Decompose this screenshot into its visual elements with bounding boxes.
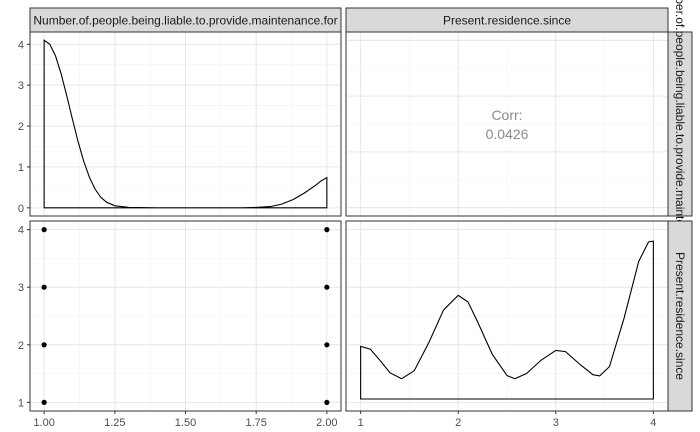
scatter-ytick-label-2: 3 <box>18 282 24 294</box>
strip-right-1: Number.of.people.being.liable.to.provide… <box>673 0 687 276</box>
scatter-point-7 <box>324 227 330 233</box>
scatter-ytick-label-1: 2 <box>18 340 24 352</box>
scatter-ytick-label-3: 4 <box>18 225 24 237</box>
density-2-xtick-label-2: 3 <box>553 417 559 429</box>
density-1-ytick-label-1: 1 <box>18 162 24 174</box>
panel-scatter: 1 2 3 4 1.00 1.25 1.50 1.75 2.00 <box>18 220 342 429</box>
strips-layer: Number.of.people.being.liable.to.provide… <box>29 0 693 412</box>
scatter-xtick-label-3: 1.75 <box>245 417 266 429</box>
scatter-point-5 <box>324 342 330 348</box>
panel-corr: Corr: 0.0426 <box>345 31 669 217</box>
strip-right-2-bg <box>667 220 693 412</box>
density-2-xtick-label-1: 2 <box>455 417 461 429</box>
density-1-ytick-label-2: 2 <box>18 121 24 133</box>
scatter-xtick-label-2: 1.50 <box>175 417 196 429</box>
scatter-point-2 <box>41 284 47 290</box>
corr-value: 0.0426 <box>486 126 529 142</box>
density-2-xtick-label-0: 1 <box>358 417 364 429</box>
strip-top-1-bg <box>29 7 342 33</box>
scatter-xtick-label-1: 1.25 <box>104 417 125 429</box>
corr-label: Corr: <box>491 107 522 123</box>
scatter-ytick-label-0: 1 <box>18 397 24 409</box>
strip-top-2-bg <box>345 7 669 33</box>
scatter-xtick-label-4: 2.00 <box>316 417 337 429</box>
panel-density-1: 0 1 2 3 4 <box>18 31 342 217</box>
strip-right-1-bg <box>667 31 693 217</box>
scatter-point-6 <box>324 284 330 290</box>
density-1-ytick-label-3: 3 <box>18 80 24 92</box>
panels-layer: 0 1 2 3 4 Corr: 0.0426 1 2 3 4 1.00 1.25 1.50 1.75 2.00… <box>18 31 669 429</box>
scatter-point-4 <box>324 399 330 405</box>
strip-top-2: Present.residence.since <box>443 14 571 28</box>
scatter-point-1 <box>41 342 47 348</box>
scatter-xtick-label-0: 1.00 <box>33 417 54 429</box>
density-1-ytick-label-0: 0 <box>18 203 24 215</box>
density-curve-1 <box>43 39 328 209</box>
density-curve-2 <box>360 240 654 400</box>
strip-right-2: Present.residence.since <box>673 252 687 380</box>
panel-density-2: 1 2 3 4 <box>345 220 669 429</box>
scatter-point-3 <box>41 227 47 233</box>
density-1-ytick-label-4: 4 <box>18 39 24 51</box>
density-2-xtick-label-3: 4 <box>650 417 656 429</box>
strip-top-1: Number.of.people.being.liable.to.provide… <box>33 14 337 28</box>
scatter-point-0 <box>41 399 47 405</box>
